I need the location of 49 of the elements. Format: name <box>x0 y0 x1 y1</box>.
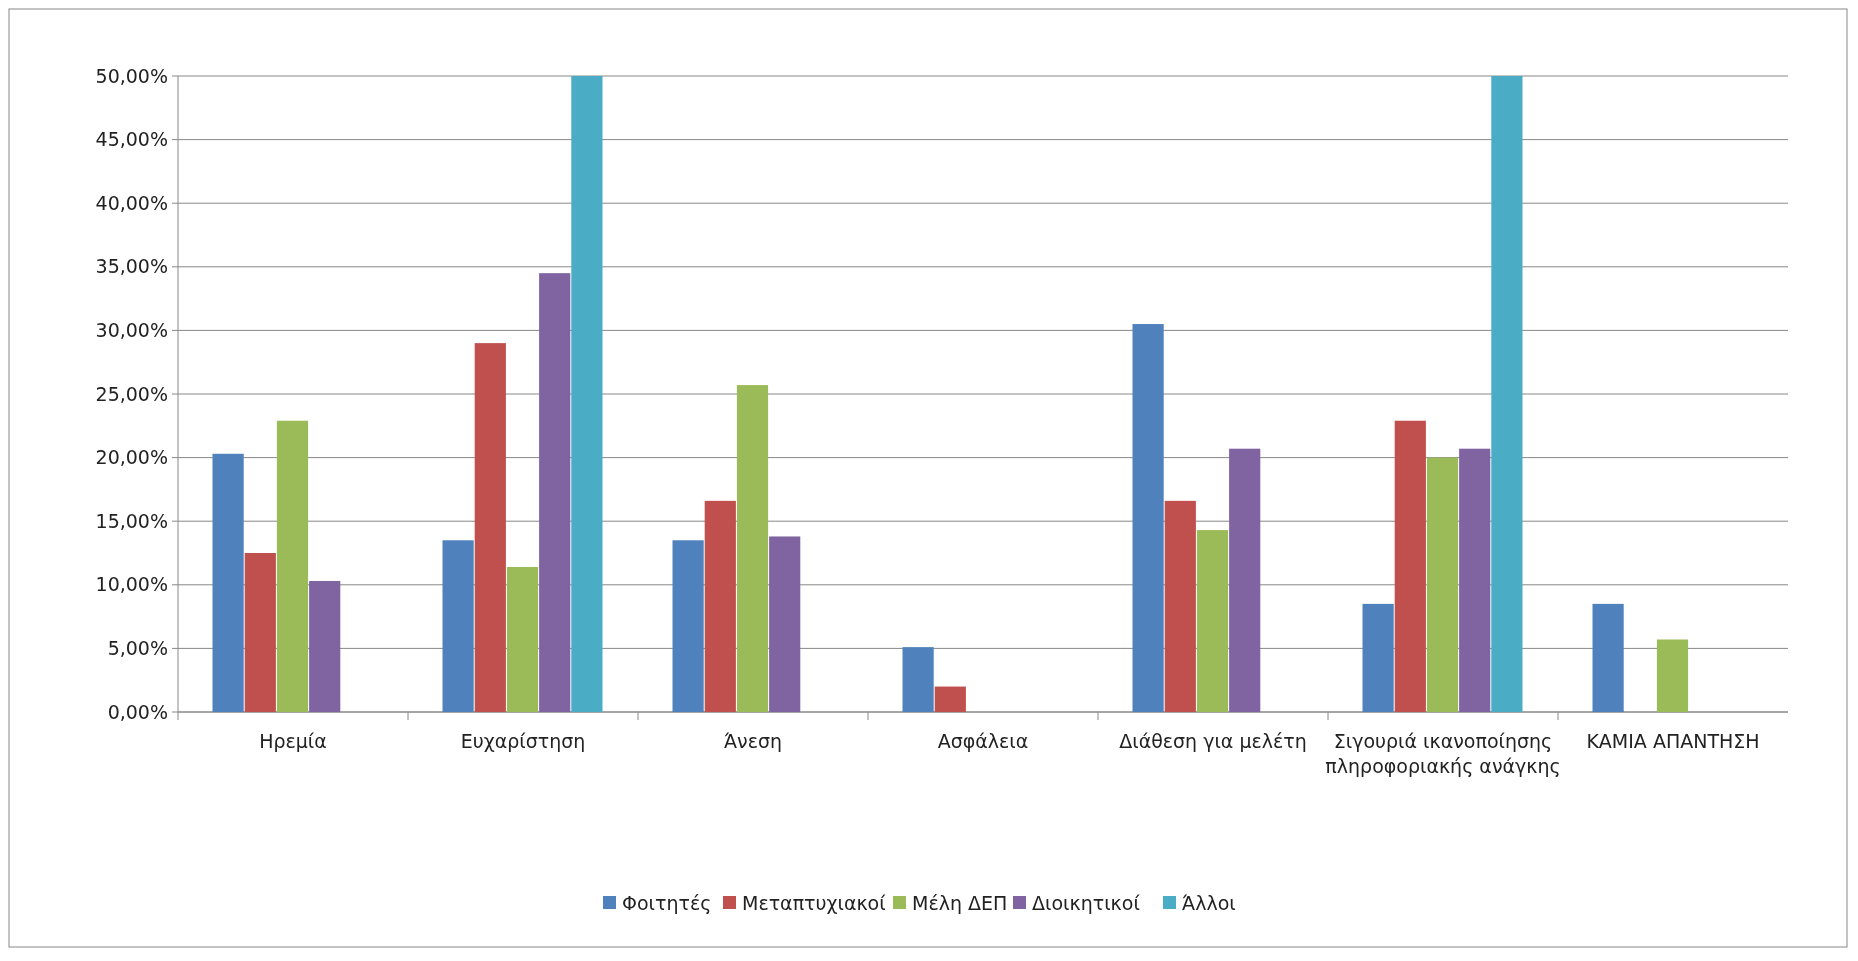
bar <box>442 540 474 712</box>
bar <box>244 553 276 712</box>
bar <box>1394 420 1426 712</box>
legend-label: Φοιτητές <box>622 891 712 914</box>
bar <box>704 500 736 712</box>
y-tick-label: 45,00% <box>95 128 168 151</box>
legend-label: Άλλοι <box>1182 891 1236 914</box>
bar <box>1164 500 1196 712</box>
bar <box>571 76 603 712</box>
bar <box>1592 603 1624 712</box>
bar <box>769 536 801 712</box>
bar <box>736 385 769 712</box>
bar <box>474 343 506 712</box>
bar <box>1656 639 1689 712</box>
legend-label: Μέλη ΔΕΠ <box>912 891 1008 914</box>
bar <box>309 580 341 712</box>
y-tick-label: 35,00% <box>95 255 168 278</box>
bar <box>1229 448 1261 712</box>
bar <box>902 647 934 712</box>
y-tick-label: 25,00% <box>95 382 168 405</box>
y-tick-label: 10,00% <box>95 573 168 596</box>
y-tick-label: 5,00% <box>107 637 168 660</box>
y-tick-label: 40,00% <box>95 191 168 214</box>
x-tick-label: Σιγουριά ικανοποίησης πληροφοριακής ανάγκης <box>1325 730 1561 777</box>
bar <box>1362 603 1394 712</box>
x-tick-label: Ευχαρίστηση <box>460 730 586 752</box>
y-tick-label: 30,00% <box>95 319 168 342</box>
bar <box>539 273 571 712</box>
bar <box>1196 530 1229 712</box>
x-tick-label: Ασφάλεια <box>937 730 1029 752</box>
y-tick-label: 0,00% <box>107 700 168 723</box>
y-tick-label: 50,00% <box>95 64 168 87</box>
y-tick-label: 20,00% <box>95 446 168 469</box>
bar <box>672 540 704 712</box>
x-tick-label: Διάθεση για μελέτη <box>1119 730 1307 752</box>
x-tick-label: ΚΑΜΙΑ ΑΠΑΝΤΗΣΗ <box>1586 730 1760 752</box>
bar <box>1491 76 1523 712</box>
x-tick-label: Άνεση <box>723 730 783 752</box>
bar <box>1132 324 1164 712</box>
legend-label: Διοικητικοί <box>1032 891 1141 914</box>
x-tick-label: Ηρεμία <box>259 730 327 752</box>
y-tick-label: 15,00% <box>95 509 168 532</box>
bar <box>934 686 966 712</box>
bar <box>1459 448 1491 712</box>
legend-label: Μεταπτυχιακοί <box>742 891 887 914</box>
bar <box>1426 457 1459 712</box>
bar <box>506 566 539 712</box>
bar <box>212 453 244 712</box>
bar <box>276 420 309 712</box>
